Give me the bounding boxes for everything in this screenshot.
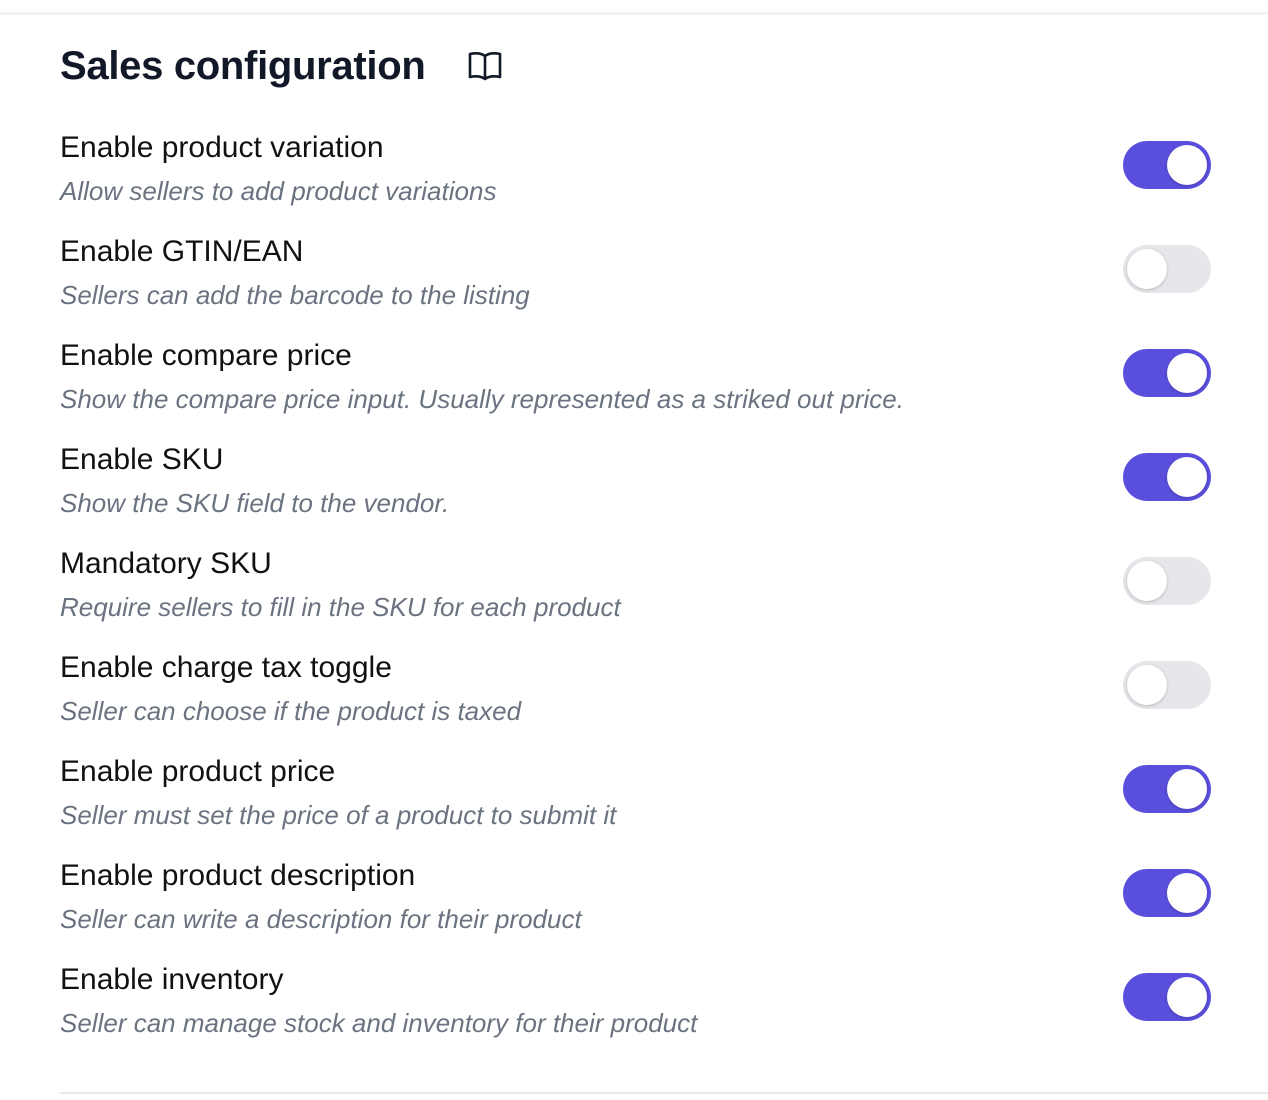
setting-row: Enable product variation Allow sellers to… <box>60 131 1211 235</box>
setting-label: Enable compare price <box>60 339 352 372</box>
setting-description: Show the SKU field to the vendor. <box>60 488 450 518</box>
setting-row: Enable compare price Show the compare pri… <box>60 339 1211 443</box>
setting-description: Show the compare price input. Usually re… <box>60 384 904 414</box>
docs-icon[interactable] <box>467 49 503 83</box>
toggle-switch[interactable] <box>1123 141 1211 189</box>
toggle-switch[interactable] <box>1123 349 1211 397</box>
setting-description: Seller must set the price of a product t… <box>60 800 617 830</box>
setting-label: Enable inventory <box>60 963 284 996</box>
setting-row: Enable charge tax toggle Seller can choos… <box>60 651 1211 755</box>
toggle-knob <box>1127 561 1167 601</box>
setting-label: Enable product description <box>60 859 416 892</box>
top-divider <box>0 12 1268 15</box>
toggle-knob <box>1127 249 1167 289</box>
setting-row: Enable inventory Seller can manage stock … <box>60 963 1211 1067</box>
toggle-knob <box>1167 769 1207 809</box>
toggle-knob <box>1127 665 1167 705</box>
setting-row: Enable GTIN/EAN Sellers can add the barco… <box>60 235 1211 339</box>
setting-description: Sellers can add the barcode to the listi… <box>60 280 530 310</box>
toggle-switch[interactable] <box>1123 765 1211 813</box>
toggle-switch[interactable] <box>1123 453 1211 501</box>
toggle-knob <box>1167 977 1207 1017</box>
setting-description: Seller can manage stock and inventory fo… <box>60 1008 698 1038</box>
toggle-knob <box>1167 353 1207 393</box>
toggle-switch[interactable] <box>1123 557 1211 605</box>
setting-row: Enable product price Seller must set the … <box>60 755 1211 859</box>
setting-label: Enable GTIN/EAN <box>60 235 304 268</box>
setting-row: Enable SKU Show the SKU field to the vend… <box>60 443 1211 547</box>
bottom-divider <box>60 1092 1268 1094</box>
setting-description: Allow sellers to add product variations <box>60 176 497 206</box>
toggle-switch[interactable] <box>1123 973 1211 1021</box>
setting-label: Mandatory SKU <box>60 547 272 580</box>
setting-description: Seller can choose if the product is taxe… <box>60 696 522 726</box>
setting-label: Enable SKU <box>60 443 224 476</box>
setting-description: Seller can write a description for their… <box>60 904 582 934</box>
section-title: Sales configuration <box>60 44 426 88</box>
toggle-switch[interactable] <box>1123 869 1211 917</box>
setting-label: Enable charge tax toggle <box>60 651 392 684</box>
toggle-knob <box>1167 457 1207 497</box>
setting-label: Enable product variation <box>60 131 384 164</box>
setting-row: Enable product description Seller can wri… <box>60 859 1211 963</box>
toggle-switch[interactable] <box>1123 245 1211 293</box>
toggle-knob <box>1167 873 1207 913</box>
toggle-knob <box>1167 145 1207 185</box>
setting-label: Enable product price <box>60 755 336 788</box>
setting-row: Mandatory SKU Require sellers to fill in … <box>60 547 1211 651</box>
setting-description: Require sellers to fill in the SKU for e… <box>60 592 621 622</box>
toggle-switch[interactable] <box>1123 661 1211 709</box>
